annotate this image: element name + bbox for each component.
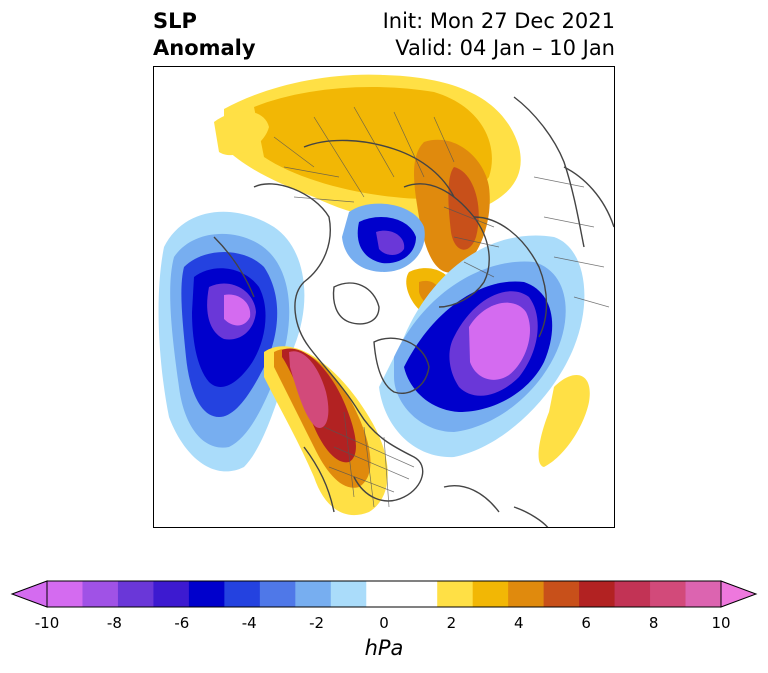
- colorbar-segment: [614, 581, 651, 607]
- negative-anomaly-atlantic: [379, 235, 585, 458]
- colorbar-segment: [153, 581, 190, 607]
- colorbar-segment: [366, 581, 403, 607]
- coastlines: [213, 96, 614, 527]
- colorbar-tick-label: -6: [174, 614, 190, 632]
- borders: [273, 106, 610, 508]
- colorbar-tick-label: -10: [34, 614, 60, 632]
- colorbar-tick-label: -2: [309, 614, 325, 632]
- colorbar-segment: [330, 581, 367, 607]
- forecast-dates: Init: Mon 27 Dec 2021 Valid: 04 Jan – 10…: [383, 8, 615, 62]
- colorbar-segment: [401, 581, 438, 607]
- colorbar-tick-label: -4: [241, 614, 257, 632]
- colorbar-tick-label: 0: [379, 614, 389, 632]
- title-variable: SLP: [153, 9, 197, 33]
- colorbar-tick-label: 4: [514, 614, 524, 632]
- colorbar-segment: [47, 581, 83, 607]
- colorbar-segment: [650, 581, 687, 607]
- colorbar-segment: [508, 581, 545, 607]
- colorbar-tick-label: 8: [648, 614, 659, 632]
- colorbar-segment: [295, 581, 332, 607]
- map-title: SLP Anomaly: [153, 8, 256, 62]
- negative-anomaly-pacific: [158, 211, 305, 472]
- colorbar-segment: [224, 581, 261, 607]
- colorbar-segment: [579, 581, 616, 607]
- negative-anomaly-arctic: [342, 203, 425, 272]
- colorbar-segment: [685, 581, 722, 607]
- title-field: Anomaly: [153, 36, 256, 60]
- valid-range: Valid: 04 Jan – 10 Jan: [395, 36, 615, 60]
- colorbar-segment: [259, 581, 296, 607]
- colorbar-segments: [10, 580, 758, 608]
- colorbar-segment: [117, 581, 154, 607]
- colorbar-segment: [82, 581, 119, 607]
- colorbar-segment: [437, 581, 474, 607]
- colorbar-extend-max: [720, 580, 758, 608]
- positive-anomaly-east-atlantic: [538, 375, 590, 467]
- positive-anomaly-north-america: [264, 346, 388, 516]
- map-canvas: [154, 67, 614, 527]
- colorbar-segment: [472, 581, 509, 607]
- colorbar: [10, 580, 758, 608]
- colorbar-segment: [188, 581, 225, 607]
- colorbar-extend-min: [10, 580, 48, 608]
- colorbar-tick-label: 10: [711, 614, 731, 632]
- colorbar-tick-label: 6: [581, 614, 591, 632]
- colorbar-segment: [543, 581, 580, 607]
- colorbar-tick-label: -8: [106, 614, 122, 632]
- init-date: Init: Mon 27 Dec 2021: [382, 9, 615, 33]
- slp-anomaly-map: [153, 66, 615, 528]
- colorbar-tick-label: 2: [446, 614, 457, 632]
- colorbar-unit: hPa: [364, 636, 404, 660]
